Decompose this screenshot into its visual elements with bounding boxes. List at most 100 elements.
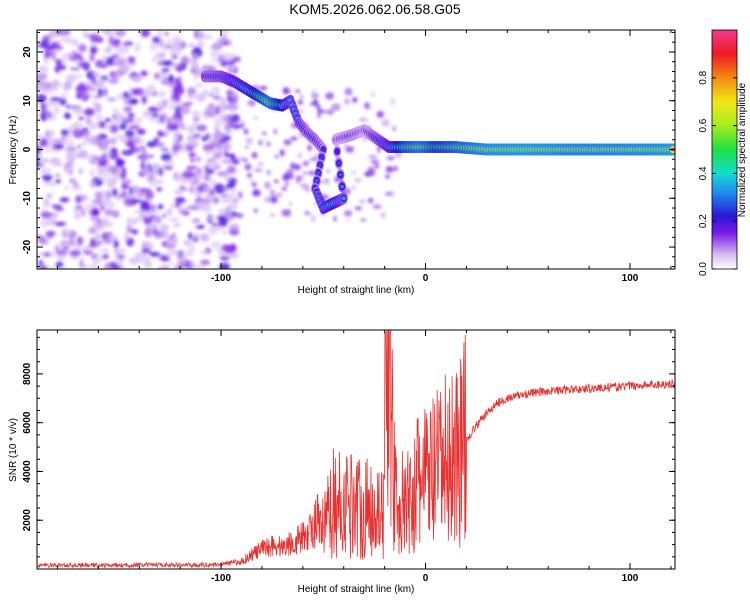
noise-speck (150, 163, 161, 174)
noise-speck (215, 39, 221, 47)
y-tick-label: 20 (22, 46, 33, 58)
noise-speck (367, 166, 375, 173)
noise-speck (219, 113, 228, 120)
noise-speck (282, 87, 291, 95)
noise-speck (290, 136, 298, 141)
noise-speck (83, 135, 90, 142)
noise-speck (108, 35, 115, 45)
noise-speck (172, 35, 182, 45)
noise-speck (258, 162, 264, 166)
noise-speck (103, 231, 114, 236)
noise-speck (58, 266, 69, 269)
noise-speck (75, 195, 82, 204)
noise-speck (204, 193, 217, 203)
noise-speck (208, 133, 214, 144)
noise-speck (144, 227, 153, 238)
noise-speck (66, 104, 71, 109)
noise-speckles (37, 30, 402, 269)
bottom-x-axis-label: Height of straight line (km) (298, 584, 415, 595)
noise-speck (237, 191, 243, 199)
noise-speck (166, 122, 172, 131)
noise-speck (91, 265, 98, 269)
noise-speck (203, 111, 214, 117)
noise-speck (166, 208, 173, 216)
noise-speck (204, 168, 215, 175)
noise-speck (172, 85, 185, 96)
y-tick-label: 4000 (22, 460, 33, 483)
noise-speck (89, 33, 100, 43)
noise-speck (354, 178, 362, 183)
noise-speck (47, 44, 58, 50)
noise-speck (182, 62, 187, 69)
noise-speck (380, 211, 386, 219)
noise-speck (55, 59, 62, 65)
noise-speck (203, 34, 214, 40)
colorbar-tick-label: 0.8 (698, 70, 709, 84)
noise-speck (37, 134, 44, 139)
noise-speck (187, 125, 196, 134)
noise-speck (77, 150, 89, 159)
noise-speck (111, 54, 119, 59)
noise-speck (143, 215, 153, 226)
noise-speck (372, 204, 382, 209)
noise-speck (102, 54, 107, 64)
noise-speck (116, 45, 122, 54)
x-tick-label: 0 (423, 273, 429, 284)
noise-speck (295, 89, 301, 93)
noise-speck (92, 221, 104, 231)
noise-speck (195, 201, 208, 211)
noise-speck (128, 186, 134, 196)
noise-speck (172, 141, 180, 147)
noise-speck (296, 177, 301, 184)
noise-speck (59, 37, 70, 42)
noise-speck (109, 70, 117, 78)
noise-speck (196, 167, 203, 175)
noise-speck (159, 147, 169, 152)
noise-speck (185, 165, 198, 171)
noise-speck (109, 137, 117, 145)
noise-speck (269, 213, 276, 217)
noise-speck (161, 99, 168, 107)
noise-speck (54, 207, 65, 212)
noise-speck (63, 164, 70, 174)
noise-speck (163, 165, 174, 170)
noise-speck (162, 213, 167, 219)
noise-speck (121, 266, 128, 269)
noise-speck (209, 160, 218, 167)
noise-speck (395, 151, 402, 159)
noise-speck (182, 170, 195, 180)
colorbar-tick-label: 0.4 (698, 166, 709, 180)
noise-speck (227, 163, 233, 172)
noise-speck (230, 188, 236, 193)
x-tick-label: 0 (423, 573, 429, 584)
noise-speck (228, 177, 238, 186)
noise-speck (333, 215, 337, 222)
noise-speck (156, 30, 164, 39)
noise-speck (135, 41, 141, 51)
noise-speck (281, 209, 288, 217)
noise-speck (195, 92, 206, 103)
noise-speck (69, 249, 82, 257)
noise-speck (187, 232, 193, 240)
noise-speck (196, 190, 201, 198)
noise-speck (304, 210, 311, 216)
noise-speck (266, 169, 271, 176)
noise-speck (55, 45, 64, 50)
noise-speck (80, 141, 89, 146)
noise-speck (97, 87, 103, 98)
noise-speck (58, 30, 71, 37)
noise-speck (311, 89, 317, 94)
colorbar-tick-label: 0.0 (698, 262, 709, 276)
noise-speck (197, 173, 202, 183)
noise-speck (79, 257, 86, 262)
noise-speck (70, 186, 82, 192)
noise-speck (81, 127, 89, 132)
noise-speck (95, 234, 102, 238)
noise-speck (52, 105, 61, 116)
noise-speck (38, 156, 46, 165)
noise-speck (54, 221, 67, 227)
noise-speck (264, 196, 272, 203)
noise-speck (102, 149, 107, 156)
